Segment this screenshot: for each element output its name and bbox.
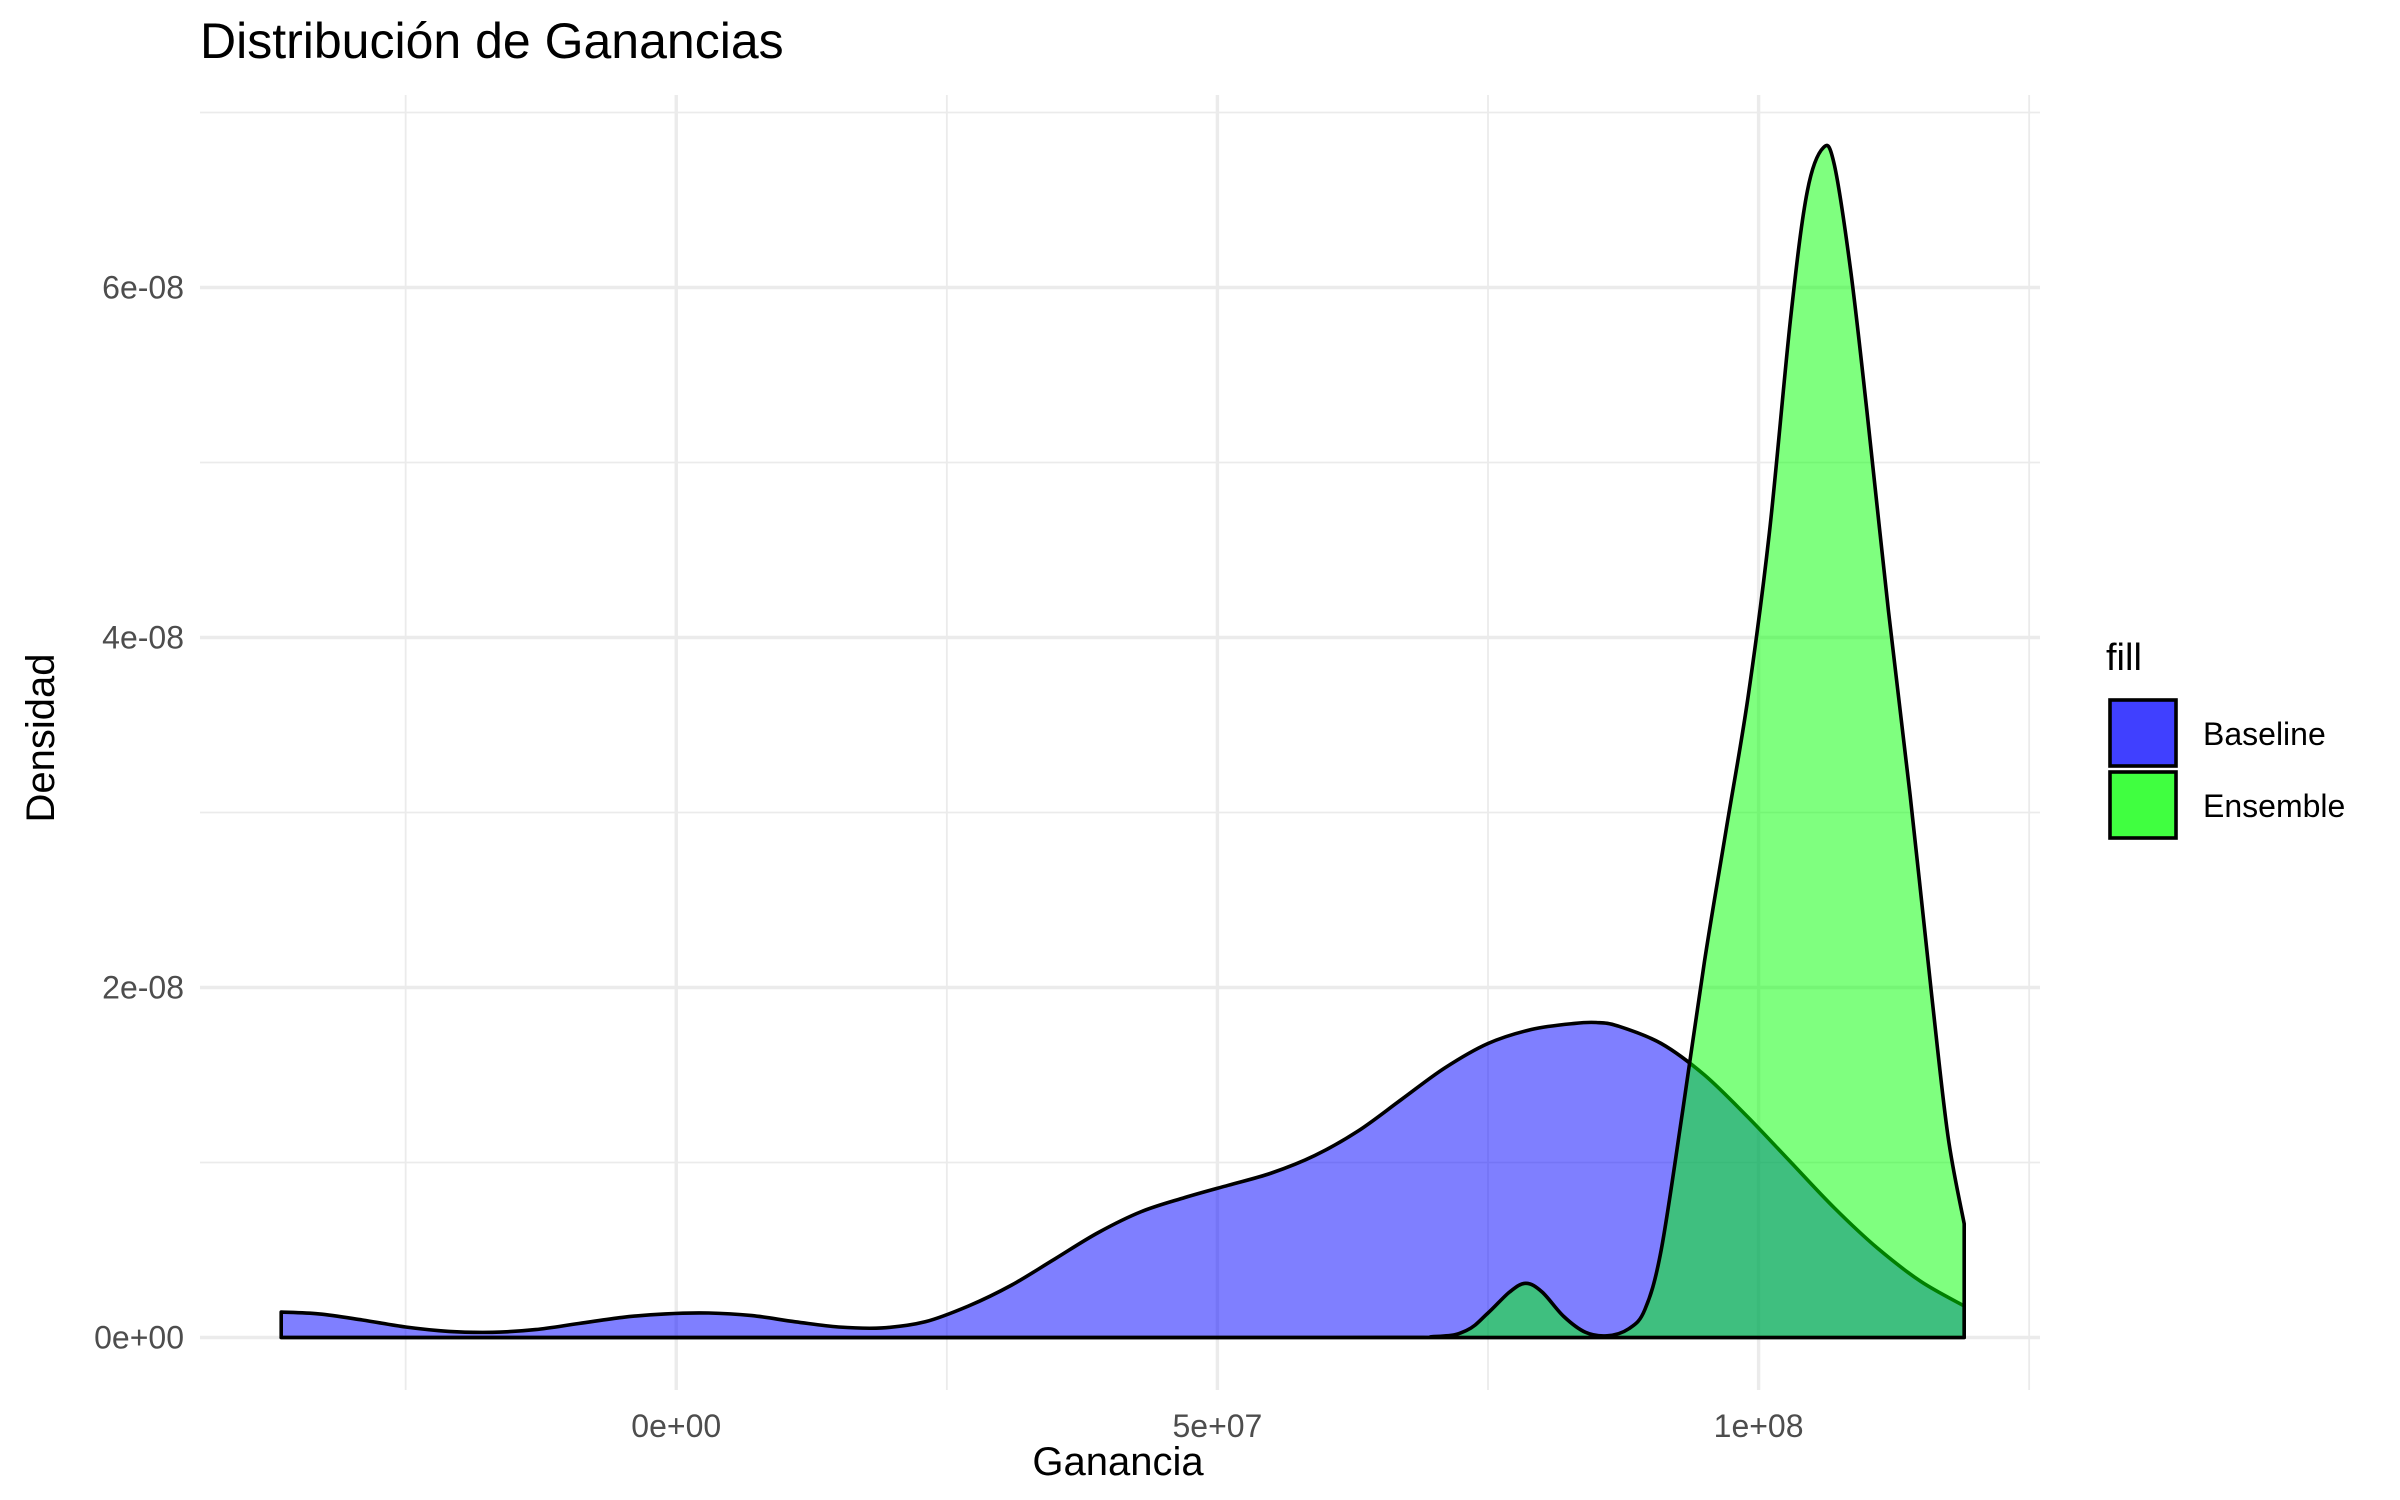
legend-key-baseline xyxy=(2108,698,2178,768)
legend-label-ensemble: Ensemble xyxy=(2203,788,2345,824)
x-tick-label: 1e+08 xyxy=(1714,1408,1804,1444)
y-tick-label: 0e+00 xyxy=(94,1320,184,1356)
density-area-ensemble xyxy=(279,143,1966,1340)
chart-title: Distribución de Ganancias xyxy=(200,13,784,69)
x-tick-label: 0e+00 xyxy=(631,1408,721,1444)
legend-title: fill xyxy=(2106,637,2142,679)
x-axis-title: Ganancia xyxy=(1032,1440,1204,1484)
y-tick-label: 2e-08 xyxy=(102,970,184,1006)
x-tick-label: 5e+07 xyxy=(1172,1408,1262,1444)
density-areas xyxy=(279,143,1966,1340)
y-tick-label: 6e-08 xyxy=(102,270,184,306)
legend-label-baseline: Baseline xyxy=(2203,716,2326,752)
legend-key-ensemble xyxy=(2108,770,2178,840)
y-tick-label: 4e-08 xyxy=(102,620,184,656)
axis-ticks: 0e+00 5e+07 1e+08 0e+00 2e-08 4e-08 6e-08 xyxy=(94,270,1803,1445)
legend: fill Baseline Ensemble xyxy=(2106,637,2345,840)
y-axis-title: Densidad xyxy=(19,653,63,822)
density-area-baseline xyxy=(279,1020,1966,1340)
